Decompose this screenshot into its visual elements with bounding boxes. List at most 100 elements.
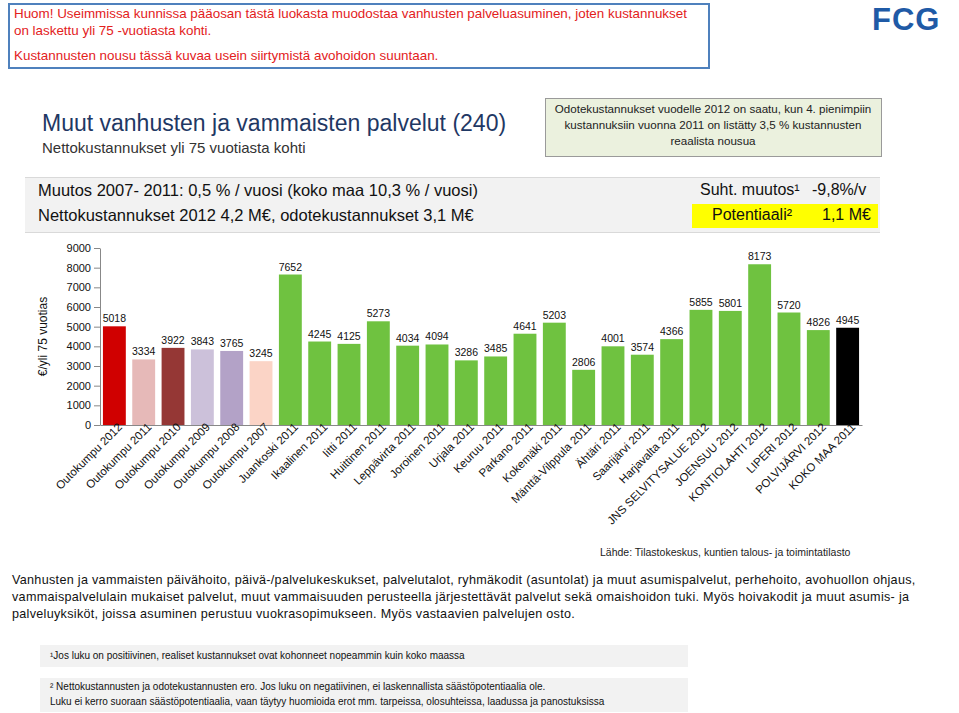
data-label: 3334 <box>132 345 156 357</box>
tick-label: 7000 <box>67 281 91 293</box>
data-label: 5801 <box>719 297 743 309</box>
tick-label: 5000 <box>67 321 91 333</box>
source: Lähde: Tilastokeskus, kuntien talous- ja… <box>600 546 850 558</box>
bar <box>220 351 243 425</box>
tick-mark <box>94 248 100 249</box>
bar <box>455 360 478 425</box>
x-axis-line <box>101 425 863 426</box>
data-label: 5273 <box>367 307 391 319</box>
bar <box>660 339 683 425</box>
data-label: 4641 <box>513 320 537 332</box>
data-label: 3843 <box>191 335 215 347</box>
potential-label: Potentiaali² <box>712 206 792 224</box>
y-axis-line <box>100 249 101 426</box>
tick-mark <box>94 386 100 387</box>
chart: 5018333439223843376532457652424541255273… <box>0 0 959 713</box>
bar <box>602 346 625 425</box>
bar <box>279 275 302 425</box>
tick-mark <box>94 307 100 308</box>
y-axis: 0 1000 2000 3000 4000 5000 6000 7000 8000 9000 <box>67 242 101 431</box>
tick-label: 9000 <box>67 242 91 254</box>
bar <box>748 264 771 425</box>
y-tick: 6000 <box>67 301 100 313</box>
bar <box>250 361 273 425</box>
bar <box>132 359 155 425</box>
bar <box>191 349 214 425</box>
y-tick: 9000 <box>67 242 100 254</box>
bar <box>426 344 449 425</box>
tick-label: 1000 <box>67 399 91 411</box>
tick-mark <box>94 327 100 328</box>
data-label: 3922 <box>161 334 185 346</box>
y-tick: 4000 <box>67 340 100 352</box>
bar <box>543 323 566 425</box>
x-tick: KOKO MAA 2011 <box>786 421 857 492</box>
bar <box>572 370 595 425</box>
tick-label: 2000 <box>67 380 91 392</box>
tick-label: KOKO MAA 2011 <box>786 421 857 492</box>
bar <box>396 346 419 425</box>
x-axis: Outokumpu 2012Outokumpu 2011Outokumpu 20… <box>53 421 862 527</box>
tick-label: 8000 <box>67 262 91 274</box>
bar <box>514 334 537 425</box>
data-label: 3245 <box>249 347 273 359</box>
tick-label: 6000 <box>67 301 91 313</box>
data-label: 5018 <box>103 312 127 324</box>
bar <box>308 342 331 425</box>
tick-mark <box>94 287 100 288</box>
tick-label: 0 <box>85 419 91 431</box>
chart-subtitle: Nettokustannukset yli 75 vuotiasta kohti <box>42 139 305 156</box>
y-tick: 5000 <box>67 321 100 333</box>
bar <box>103 326 126 425</box>
notice: Huom! Useimmissa kunnissa pääosan tästä … <box>14 5 694 39</box>
data-label: 3765 <box>220 337 244 349</box>
y-tick: 8000 <box>67 262 100 274</box>
data-label: 4366 <box>660 325 684 337</box>
bar <box>778 313 801 425</box>
data-labels: 5018333439223843376532457652424541255273… <box>103 250 860 368</box>
y-tick: 2000 <box>67 380 100 392</box>
data-label: 2806 <box>572 356 596 368</box>
data-label: 5720 <box>777 299 801 311</box>
notice: Kustannusten nousu tässä kuvaa usein sii… <box>14 48 438 63</box>
bar <box>162 348 185 425</box>
tick-mark <box>94 268 100 269</box>
data-label: 5855 <box>689 296 713 308</box>
cost-line: Nettokustannukset 2012 4,2 M€, odotekust… <box>38 206 474 225</box>
bar <box>484 356 507 425</box>
chart-title: Muut vanhusten ja vammaisten palvelut (2… <box>42 110 506 137</box>
potential-value: 1,1 M€ <box>822 206 871 224</box>
footnote: Luku ei kerro suoraan säästöpotentiaalia… <box>50 696 604 707</box>
logo: FCG <box>872 2 940 38</box>
tick-mark <box>94 366 100 367</box>
data-label: 3574 <box>631 341 655 353</box>
tick-mark <box>94 425 100 426</box>
bar <box>807 330 830 425</box>
tick-label: 4000 <box>67 340 91 352</box>
y-tick: 0 <box>85 419 100 431</box>
bars <box>103 264 859 425</box>
bar <box>631 355 654 425</box>
bar <box>367 321 390 425</box>
tick-label: Keuruu 2011 <box>451 421 505 475</box>
data-label: 4125 <box>337 330 361 342</box>
data-label: 3485 <box>484 342 508 354</box>
data-label: 4001 <box>601 332 625 344</box>
data-label: 3286 <box>455 346 479 358</box>
y-tick: 7000 <box>67 281 100 293</box>
tick-label: LIPERI 2012 <box>744 421 799 476</box>
data-label: 4094 <box>425 330 449 342</box>
data-label: 5203 <box>543 309 567 321</box>
tick-label: 3000 <box>67 360 91 372</box>
x-tick: LIPERI 2012 <box>744 421 799 476</box>
data-label: 4826 <box>807 316 831 328</box>
y-tick: 1000 <box>67 399 100 411</box>
data-label: 4034 <box>396 332 420 344</box>
bar <box>836 328 859 425</box>
relative-change-label: Suht. muutos¹ <box>700 181 800 199</box>
data-label: 4245 <box>308 328 332 340</box>
x-tick: Keuruu 2011 <box>451 421 505 475</box>
relative-change-value: -9,8%/v <box>812 181 866 199</box>
change-line: Muutos 2007- 2011: 0,5 % / vuosi (koko m… <box>38 181 478 200</box>
footnote: ¹Jos luku on positiivinen, realiset kust… <box>50 650 465 661</box>
